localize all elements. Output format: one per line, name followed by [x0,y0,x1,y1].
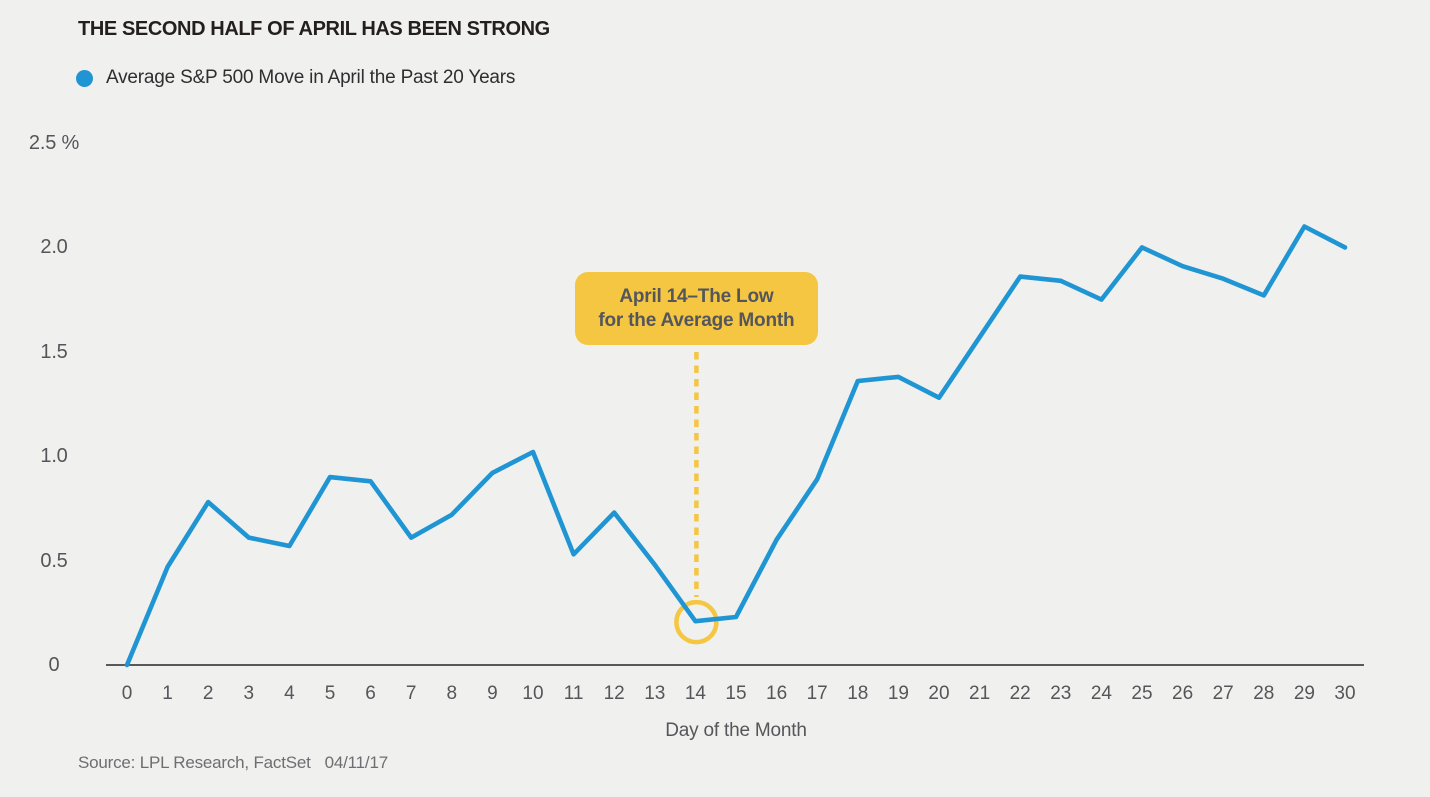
x-tick-label: 22 [1009,683,1031,704]
x-tick-label: 3 [243,683,255,704]
x-tick-label: 5 [324,683,336,704]
x-tick-label: 12 [603,683,625,704]
x-tick-label: 6 [365,683,376,704]
x-tick-label: 18 [847,683,869,704]
x-tick-label: 25 [1131,683,1153,704]
annotation-line-2: for the Average Month [598,309,795,331]
x-tick-label: 10 [522,683,544,704]
legend-marker-dot-icon [76,69,93,87]
source-line: Source: LPL Research, FactSet 04/11/17 [78,753,388,773]
x-tick-label: 11 [563,683,584,704]
x-tick-label: 7 [405,683,417,704]
x-tick-label: 26 [1172,683,1194,704]
x-tick-label: 28 [1253,683,1275,704]
y-tick-label: 2.0 [40,236,68,259]
x-tick-label: 4 [284,683,295,704]
x-axis-title: Day of the Month [665,720,807,741]
chart-title: THE SECOND HALF OF APRIL HAS BEEN STRONG [78,18,550,40]
y-tick-label: 2.5 % [28,132,80,154]
y-tick-label: 1.0 [40,445,68,468]
x-tick-label: 9 [487,683,498,704]
annotation-line-1: April 14–The Low [619,285,774,307]
x-tick-label: 24 [1090,683,1112,704]
x-tick-label: 30 [1334,683,1356,704]
x-tick-label: 20 [928,683,950,704]
x-tick-label: 16 [766,683,788,704]
annotation-ring [674,599,719,645]
x-tick-label: 13 [644,683,666,704]
annotation-callout: April 14–The Low for the Average Month [574,272,818,345]
x-tick-label: 2 [202,683,214,704]
x-tick-label: 14 [684,683,706,704]
x-tick-label: 23 [1050,683,1072,704]
y-tick-label: 0 [48,654,60,676]
legend: Average S&P 500 Move in April the Past 2… [76,67,515,89]
series-line [124,224,1348,668]
x-tick-label: 19 [887,683,909,704]
source-date: 04/11/17 [324,753,389,772]
x-tick-label: 17 [806,683,828,704]
y-tick-label: 1.5 [40,340,68,363]
y-tick-label: 0.5 [40,549,68,572]
legend-label: Average S&P 500 Move in April the Past 2… [106,67,516,88]
x-tick-label: 8 [446,683,458,704]
source-text: Source: LPL Research, FactSet [78,753,311,772]
x-tick-label: 27 [1212,683,1234,704]
x-tick-label: 15 [725,683,747,704]
x-tick-label: 1 [162,683,173,704]
x-tick-label: 29 [1293,683,1315,704]
x-tick-label: 0 [121,683,133,704]
x-tick-label: 21 [969,683,991,704]
